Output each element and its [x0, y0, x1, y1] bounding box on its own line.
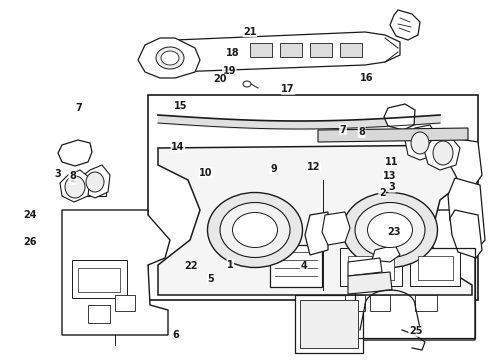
Text: 8: 8: [358, 127, 365, 138]
Polygon shape: [424, 136, 460, 170]
Polygon shape: [348, 258, 382, 276]
Polygon shape: [138, 38, 200, 78]
Text: 3: 3: [389, 182, 395, 192]
Text: 13: 13: [383, 171, 396, 181]
Text: 17: 17: [281, 84, 295, 94]
Text: 26: 26: [24, 237, 37, 247]
Ellipse shape: [207, 193, 302, 267]
Bar: [310, 43, 332, 57]
Bar: [415, 295, 437, 311]
Text: 2: 2: [69, 174, 76, 184]
Polygon shape: [60, 170, 90, 202]
Ellipse shape: [433, 141, 453, 165]
Polygon shape: [318, 128, 468, 142]
Bar: [340, 43, 362, 57]
Text: 18: 18: [226, 48, 240, 58]
Text: 8: 8: [69, 171, 76, 181]
Polygon shape: [448, 178, 485, 248]
Bar: [78, 268, 120, 292]
Text: 25: 25: [409, 326, 422, 336]
Polygon shape: [348, 272, 392, 294]
Polygon shape: [450, 210, 482, 258]
Text: 7: 7: [75, 103, 82, 113]
Bar: [418, 256, 453, 280]
Bar: [68, 178, 106, 196]
Text: 7: 7: [340, 125, 346, 135]
Ellipse shape: [161, 51, 179, 65]
Bar: [370, 295, 390, 311]
Text: 6: 6: [172, 330, 179, 340]
Polygon shape: [322, 212, 350, 245]
Text: 11: 11: [385, 157, 399, 167]
Bar: [348, 256, 394, 280]
Text: 3: 3: [54, 168, 61, 179]
Polygon shape: [158, 145, 472, 295]
Ellipse shape: [411, 132, 429, 154]
Polygon shape: [80, 165, 110, 198]
Bar: [410, 248, 460, 286]
Bar: [250, 43, 272, 57]
Ellipse shape: [86, 172, 104, 192]
Text: 14: 14: [171, 142, 185, 152]
Text: 1: 1: [227, 260, 234, 270]
Text: 23: 23: [388, 227, 401, 237]
Bar: [345, 295, 365, 311]
Bar: [280, 43, 302, 57]
Text: 21: 21: [243, 27, 257, 37]
Polygon shape: [405, 125, 438, 160]
Ellipse shape: [243, 81, 251, 87]
Polygon shape: [325, 210, 475, 340]
Bar: [270, 245, 322, 287]
Bar: [115, 295, 135, 311]
Polygon shape: [228, 210, 272, 260]
Ellipse shape: [65, 176, 85, 198]
Bar: [148, 95, 478, 300]
Polygon shape: [305, 212, 328, 255]
Polygon shape: [384, 104, 415, 130]
Text: 5: 5: [207, 274, 214, 284]
Polygon shape: [58, 140, 92, 166]
Text: 15: 15: [173, 101, 187, 111]
Text: 9: 9: [270, 164, 277, 174]
Ellipse shape: [220, 202, 290, 257]
Ellipse shape: [368, 212, 413, 248]
Ellipse shape: [355, 202, 425, 257]
Bar: [355, 248, 475, 338]
Polygon shape: [62, 210, 170, 335]
Polygon shape: [390, 10, 420, 40]
Bar: [72, 260, 127, 298]
Text: 10: 10: [199, 168, 213, 178]
Ellipse shape: [343, 193, 438, 267]
Text: 16: 16: [360, 73, 373, 84]
Bar: [295, 295, 363, 353]
Polygon shape: [448, 138, 482, 185]
Text: 2: 2: [379, 188, 386, 198]
Text: 12: 12: [307, 162, 320, 172]
Text: 4: 4: [300, 261, 307, 271]
Bar: [340, 248, 402, 286]
Bar: [300, 300, 358, 348]
Polygon shape: [162, 32, 400, 72]
Text: 19: 19: [222, 66, 236, 76]
Text: 24: 24: [24, 210, 37, 220]
Text: 20: 20: [213, 74, 226, 84]
Ellipse shape: [156, 47, 184, 69]
Polygon shape: [372, 245, 400, 262]
Ellipse shape: [232, 212, 277, 248]
Text: 22: 22: [184, 261, 198, 271]
Bar: [88, 305, 110, 323]
